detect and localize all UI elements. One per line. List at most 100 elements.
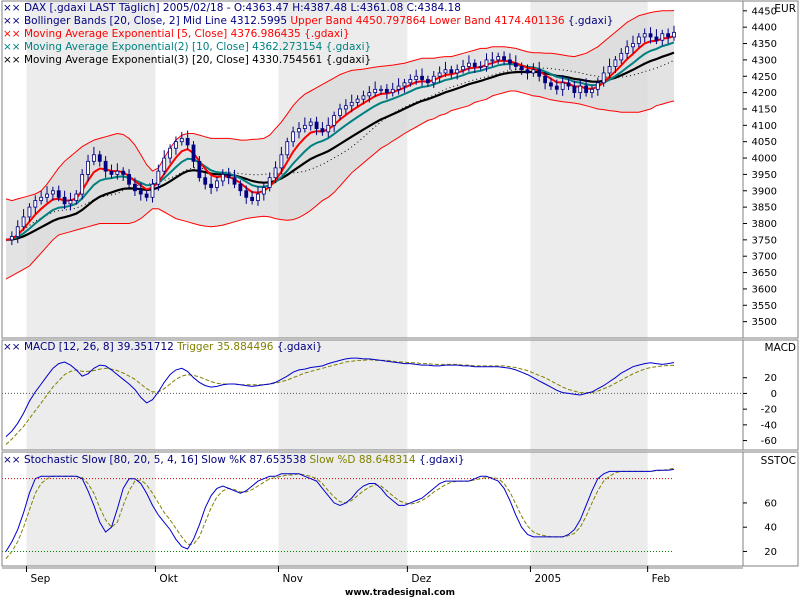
stoch-axis-label: SSTOC: [760, 455, 796, 467]
candle-body: [590, 88, 594, 94]
candle-body: [232, 177, 237, 185]
macd-axis-tick-label: -40: [761, 420, 777, 431]
price-axis-tick-label: 3950: [752, 170, 777, 181]
stoch-axis-tick-label: 40: [764, 523, 777, 534]
legend-dax: ⨯⨯ DAX [.gdaxi LAST Täglich] 2005/02/18 …: [3, 2, 461, 14]
stoch-axis-tick-label: 20: [764, 547, 777, 558]
candle-body: [179, 138, 184, 143]
candle-body: [343, 105, 348, 110]
price-axis-tick-label: 3700: [752, 252, 777, 263]
bollinger-upper-line: [5, 10, 675, 202]
candle-body: [197, 160, 202, 179]
legend-bollinger: ⨯⨯ Bollinger Bands [20, Close, 2] Mid Li…: [3, 15, 614, 27]
candle-body: [80, 174, 85, 195]
candle-body: [478, 66, 483, 68]
candle-body: [554, 85, 559, 90]
price-axis-tick-label: 3500: [752, 317, 777, 328]
time-axis-label: Dez: [411, 573, 432, 585]
bollinger-lower-line: [5, 90, 675, 280]
candle-body: [648, 33, 653, 38]
price-axis-tick-label: 3650: [752, 268, 777, 279]
candle-body: [74, 193, 79, 201]
candle-body: [21, 216, 26, 228]
price-axis-tick-label: 3900: [752, 186, 777, 197]
candle-body: [174, 141, 178, 149]
candle-body: [666, 33, 671, 38]
candle-body: [654, 36, 659, 41]
legend-bollinger-symbol: {.gdaxi}: [567, 15, 614, 27]
axes: 3500 3550 3600 3650 3700 3750 3800 3850 3900 3950…: [26, 6, 777, 585]
candle-body: [496, 56, 501, 61]
candle-body: [168, 147, 172, 159]
candle-body: [226, 174, 231, 179]
stoch-k-line: [5, 468, 675, 552]
price-axis-tick-label: 4350: [752, 39, 777, 50]
price-legend: ⨯⨯ DAX [.gdaxi LAST Täglich] 2005/02/18 …: [3, 2, 613, 67]
candle-body: [121, 170, 126, 175]
candle-body: [384, 88, 389, 94]
candle-body: [45, 193, 49, 198]
legend-bollinger-bands: Upper Band 4450.797864 Lower Band 4174.4…: [290, 15, 568, 27]
candle-body: [431, 75, 436, 84]
frame-main: [1, 0, 799, 339]
candle-body: [472, 62, 477, 67]
price-axis-tick-label: 4150: [752, 104, 777, 115]
candle-body: [127, 174, 131, 185]
candle-body: [525, 69, 530, 74]
candle-body: [238, 183, 243, 192]
candle-body: [373, 88, 378, 94]
candle-body: [631, 43, 635, 48]
time-axis-label: Nov: [282, 573, 303, 585]
price-axis-tick-label: 4200: [752, 88, 777, 99]
legend-ema10: ⨯⨯ Moving Average Exponential(2) [10, Cl…: [3, 41, 372, 53]
candle-body: [326, 124, 331, 133]
month-shading: [26, 1, 648, 566]
stochastic-legend: ⨯⨯ Stochastic Slow [80, 20, 5, 4, 16] Sl…: [3, 454, 465, 466]
candle-body: [537, 69, 542, 77]
candle-body: [543, 75, 547, 84]
candle-body: [191, 144, 196, 162]
candle-body: [203, 177, 208, 185]
candle-body: [425, 79, 430, 84]
candle-body: [267, 177, 272, 188]
candle-body: [320, 128, 325, 133]
candle-body: [625, 46, 630, 54]
candle-body: [156, 170, 161, 185]
candle-body: [68, 200, 73, 205]
candle-body: [660, 33, 665, 41]
candle-body: [162, 157, 167, 172]
candle-body: [144, 193, 149, 198]
candle-body: [455, 69, 460, 74]
month-band-macd-3: [278, 340, 408, 450]
candle-body: [332, 115, 337, 126]
legend-trigger-text: Trigger 35.884496: [177, 341, 277, 353]
price-axis-tick-label: 4050: [752, 137, 777, 148]
candle-body: [138, 190, 143, 195]
candle-body: [636, 36, 641, 44]
candle-body: [642, 33, 647, 38]
legend-macd-text: MACD [12, 26, 8] 39.351712: [23, 341, 178, 353]
candle-body: [209, 183, 213, 188]
time-axis-label: Okt: [159, 573, 177, 585]
candle-body: [443, 69, 448, 74]
time-axis-label: 2005: [534, 573, 561, 585]
price-axis-tick-label: 3550: [752, 301, 777, 312]
candle-body: [338, 108, 342, 116]
candle-body: [285, 141, 290, 156]
price-axis-tick-label: 3750: [752, 235, 777, 246]
month-band-stoch-1: [26, 452, 156, 566]
candle-body: [250, 196, 255, 201]
macd-axis-label: MACD: [764, 342, 796, 354]
candle-body: [461, 66, 465, 71]
candle-body: [513, 62, 518, 67]
candle-body: [420, 75, 424, 80]
legend-ema5-text: Moving Average Exponential [5, Close] 43…: [23, 28, 350, 40]
candle-body: [150, 183, 155, 198]
candle-body: [613, 59, 618, 67]
candle-body: [601, 72, 606, 84]
stoch-axis-tick-label: 60: [764, 498, 777, 509]
candle-body: [97, 154, 102, 162]
frame-stoch: [1, 451, 799, 567]
candle-body: [109, 170, 114, 175]
